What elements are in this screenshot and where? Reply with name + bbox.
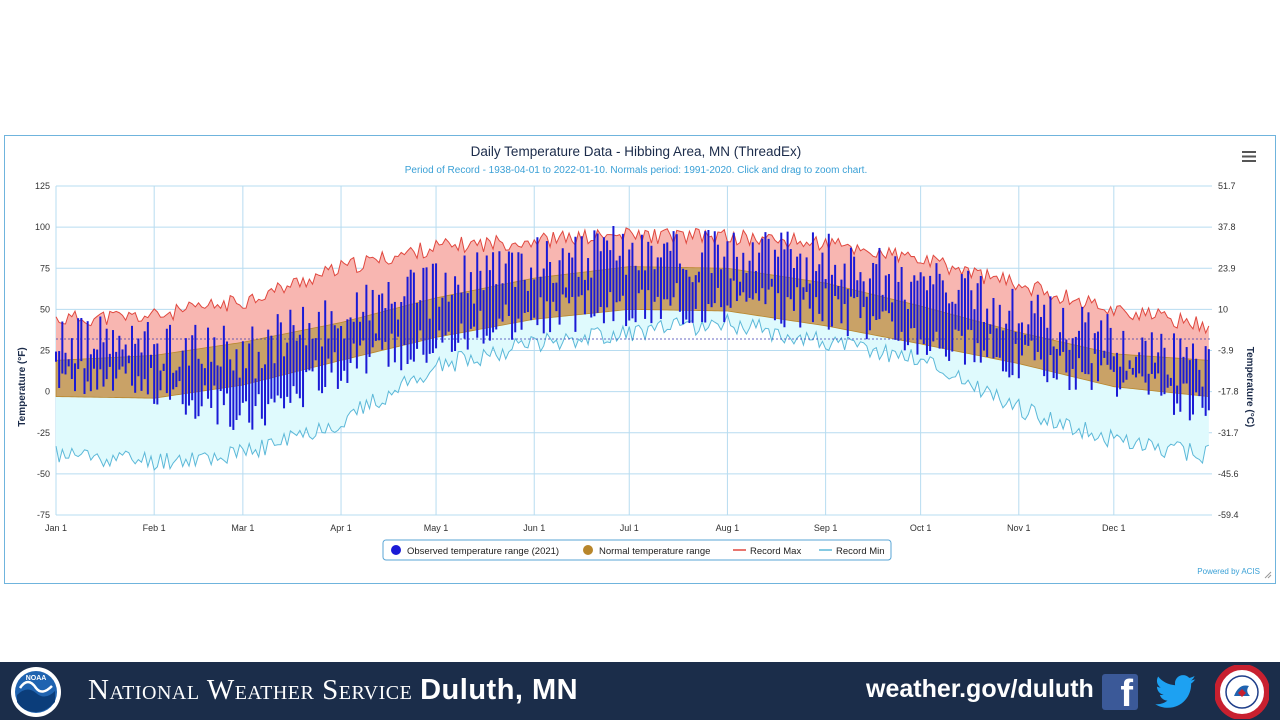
x-tick-label: Jan 1: [45, 523, 67, 533]
y-tick-label-right: -3.9: [1218, 346, 1234, 356]
y-tick-label-right: 51.7: [1218, 181, 1236, 191]
y-tick-label-right: -17.8: [1218, 387, 1239, 397]
noaa-logo-text: NOAA: [26, 675, 47, 682]
record-max-line[interactable]: [55, 227, 1210, 335]
y-tick-label-left: -75: [37, 510, 50, 520]
chart-subtitle: Period of Record - 1938-04-01 to 2022-01…: [405, 165, 867, 176]
agency-label: National Weather Service: [88, 674, 413, 706]
legend-label-record-min: Record Min: [836, 546, 885, 557]
x-tick-label: Feb 1: [143, 523, 166, 533]
y-tick-label-left: 0: [45, 387, 50, 397]
y-tick-label-right: -45.6: [1218, 469, 1239, 479]
y-tick-label-left: 125: [35, 181, 50, 191]
hamburger-menu-icon[interactable]: [1242, 151, 1256, 162]
resize-handle-icon[interactable]: [1264, 571, 1272, 579]
y-tick-label-left: -25: [37, 428, 50, 438]
temperature-chart[interactable]: 125 51.7 100 37.8 75 23.9 50 10 25 -3.9 0 -17.8 -25 -…: [5, 136, 1275, 583]
x-tick-label: Aug 1: [716, 523, 740, 533]
nws-seal: [1215, 665, 1269, 719]
nws-footer-banner: NOAA National Weather Service Duluth, MN…: [0, 662, 1280, 720]
x-tick-label: Mar 1: [231, 523, 254, 533]
y-tick-label-left: 100: [35, 222, 50, 232]
y-tick-label-left: 25: [40, 346, 50, 356]
legend-label-normal: Normal temperature range: [599, 546, 710, 557]
chart-legend: Observed temperature range (2021) Normal…: [382, 539, 892, 561]
x-tick-label: Sep 1: [814, 523, 838, 533]
twitter-icon[interactable]: [1155, 675, 1197, 709]
record-min-line[interactable]: [55, 312, 1210, 471]
y-tick-label-right: -59.4: [1218, 510, 1239, 520]
website-link[interactable]: weather.gov/duluth: [866, 675, 1094, 703]
y-tick-label-right: 23.9: [1218, 263, 1236, 273]
y-tick-label-left: -50: [37, 469, 50, 479]
x-tick-label: May 1: [424, 523, 449, 533]
y-axis-title-left: Temperature (°F): [17, 347, 28, 426]
y-tick-label-left: 50: [40, 304, 50, 314]
chart-title: Daily Temperature Data - Hibbing Area, M…: [471, 144, 802, 159]
legend-label-observed: Observed temperature range (2021): [407, 546, 559, 557]
x-tick-label: Oct 1: [910, 523, 932, 533]
agency-name: National Weather Service Duluth, MN: [88, 674, 578, 707]
x-tick-label: Dec 1: [1102, 523, 1126, 533]
x-tick-label: Jun 1: [523, 523, 545, 533]
facebook-icon[interactable]: f: [1102, 674, 1138, 710]
chart-container[interactable]: 125 51.7 100 37.8 75 23.9 50 10 25 -3.9 0 -17.8 -25 -…: [4, 135, 1276, 584]
noaa-logo: NOAA: [11, 667, 61, 717]
legend-item-record-max[interactable]: Record Max: [733, 546, 801, 557]
y-axis-title-right: Temperature (°C): [1244, 347, 1255, 428]
office-name: Duluth, MN: [420, 674, 579, 706]
record-min-band: [56, 309, 1209, 470]
facebook-glyph: f: [1120, 674, 1133, 710]
y-tick-label-right: -31.7: [1218, 428, 1239, 438]
y-tick-label-left: 75: [40, 263, 50, 273]
legend-item-observed[interactable]: Observed temperature range (2021): [391, 545, 559, 557]
legend-item-record-min[interactable]: Record Min: [819, 546, 885, 557]
y-tick-label-right: 10: [1218, 304, 1228, 314]
legend-item-normal[interactable]: Normal temperature range: [583, 545, 710, 557]
x-tick-label: Jul 1: [620, 523, 639, 533]
y-tick-label-right: 37.8: [1218, 222, 1236, 232]
credits-link[interactable]: Powered by ACIS: [1197, 567, 1260, 576]
legend-label-record-max: Record Max: [750, 546, 801, 557]
x-tick-label: Apr 1: [330, 523, 352, 533]
x-tick-label: Nov 1: [1007, 523, 1031, 533]
